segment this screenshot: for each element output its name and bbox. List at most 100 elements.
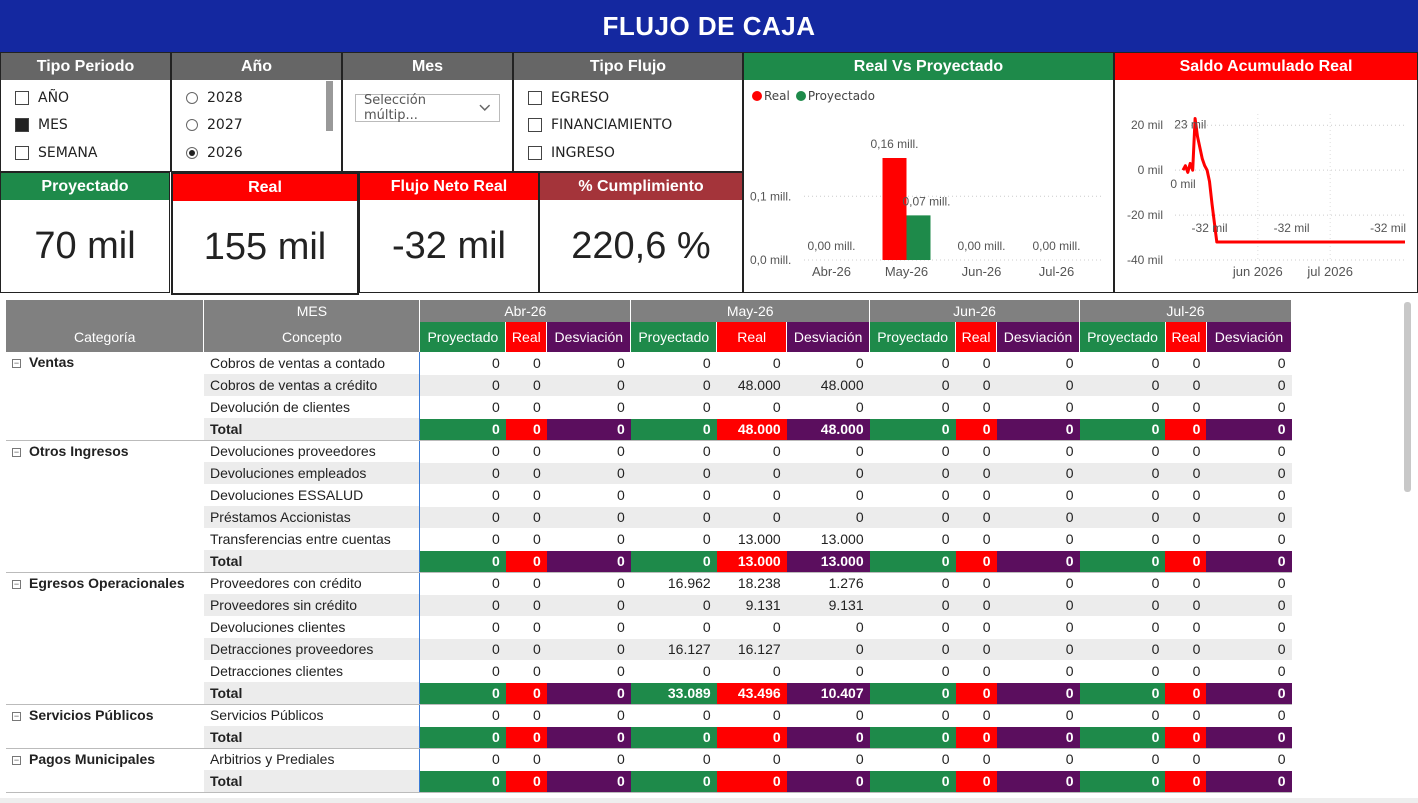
y-tick-label: 0,0 mill. xyxy=(750,253,791,267)
value-cell: 0 xyxy=(716,506,787,529)
header-real[interactable]: Real xyxy=(1165,322,1207,352)
value-cell: 0 xyxy=(786,638,870,661)
total-value-cell: 0 xyxy=(955,418,997,441)
concept-cell: Transferencias entre cuentas xyxy=(203,528,421,550)
value-cell: 0 xyxy=(419,374,506,397)
checkbox-checked-icon[interactable] xyxy=(15,118,29,133)
x-tick-label: jun 2026 xyxy=(1232,264,1283,279)
slicer-option-label: FINANCIAMIENTO xyxy=(551,117,673,134)
header-month[interactable]: May-26 xyxy=(630,300,871,322)
total-value-cell: 0 xyxy=(996,682,1080,705)
cashflow-matrix: MES Abr-26 May-26 Jun-26 Jul-26 Categorí… xyxy=(6,300,1292,797)
legend-item-proyectado[interactable]: Proyectado xyxy=(795,89,875,103)
value-cell: 0 xyxy=(505,594,547,617)
value-cell: 0 xyxy=(1206,396,1292,419)
value-cell: 0 xyxy=(1165,484,1207,507)
radio-selected-icon[interactable] xyxy=(186,146,198,159)
header-desviacion[interactable]: Desviación xyxy=(546,322,632,352)
header-month[interactable]: Jun-26 xyxy=(869,300,1080,322)
slicer-option-financiamiento[interactable]: FINANCIAMIENTO xyxy=(528,112,742,140)
value-cell: 0 xyxy=(419,528,506,551)
slicer-option-anio[interactable]: AÑO xyxy=(15,84,170,112)
slicer-option-semana[interactable]: SEMANA xyxy=(15,139,170,167)
header-desviacion[interactable]: Desviación xyxy=(1206,322,1292,352)
slicer-option-2027[interactable]: 2027 xyxy=(186,112,341,140)
value-cell: 16.962 xyxy=(630,572,717,595)
total-value-cell: 0 xyxy=(419,418,506,441)
radio-icon[interactable] xyxy=(186,91,198,104)
mes-dropdown[interactable]: Selección múltip... xyxy=(355,93,500,123)
value-cell: 0 xyxy=(716,660,787,683)
slicer-option-egreso[interactable]: EGRESO xyxy=(528,84,742,112)
value-cell: 16.127 xyxy=(630,638,717,661)
value-cell: 0 xyxy=(955,594,997,617)
chart-title: Real Vs Proyectado xyxy=(744,53,1113,80)
header-desviacion[interactable]: Desviación xyxy=(996,322,1080,352)
total-value-cell: 0 xyxy=(869,726,956,749)
value-cell: 0 xyxy=(786,440,870,463)
collapse-icon[interactable]: − xyxy=(12,358,21,368)
value-cell: 1.276 xyxy=(786,572,870,595)
value-cell: 0 xyxy=(1079,660,1166,683)
value-cell: 0 xyxy=(869,748,956,771)
header-real[interactable]: Real xyxy=(955,322,998,352)
slicer-option-ingreso[interactable]: INGRESO xyxy=(528,139,742,167)
bar-proyectado xyxy=(906,215,931,260)
header-real[interactable]: Real xyxy=(716,322,788,352)
report-title: FLUJO DE CAJA xyxy=(602,10,816,41)
slicer-option-mes[interactable]: MES xyxy=(15,112,170,140)
header-proyectado[interactable]: Proyectado xyxy=(869,322,957,352)
value-cell: 0 xyxy=(786,748,870,771)
checkbox-icon[interactable] xyxy=(528,145,542,160)
value-cell: 0 xyxy=(1165,352,1207,375)
checkbox-icon[interactable] xyxy=(15,145,29,160)
slicer-scrollbar[interactable] xyxy=(326,81,333,131)
total-value-cell: 0 xyxy=(716,770,787,793)
total-value-cell: 0 xyxy=(505,550,547,573)
value-cell: 0 xyxy=(1079,572,1166,595)
value-cell: 0 xyxy=(1206,506,1292,529)
collapse-icon[interactable]: − xyxy=(12,578,21,589)
value-cell: 0 xyxy=(1079,352,1166,375)
value-cell: 0 xyxy=(1165,594,1207,617)
value-cell: 0 xyxy=(630,748,717,771)
header-desviacion[interactable]: Desviación xyxy=(786,322,871,352)
value-cell: 0 xyxy=(1206,440,1292,463)
header-concepto[interactable]: Concepto xyxy=(203,322,421,352)
header-proyectado[interactable]: Proyectado xyxy=(419,322,507,352)
header-categoria[interactable]: Categoría xyxy=(6,322,205,352)
slicer-title: Tipo Flujo xyxy=(514,53,742,80)
data-label: -32 mil xyxy=(1274,221,1310,235)
slicer-title: Mes xyxy=(343,53,512,80)
header-proyectado[interactable]: Proyectado xyxy=(630,322,718,352)
collapse-icon[interactable]: − xyxy=(12,446,21,457)
value-cell: 0 xyxy=(419,616,506,639)
value-cell: 0 xyxy=(1079,440,1166,463)
legend-item-real[interactable]: Real xyxy=(752,89,790,103)
value-cell: 0 xyxy=(716,704,787,727)
legend-label: Real xyxy=(764,89,790,103)
radio-icon[interactable] xyxy=(186,119,198,132)
header-proyectado[interactable]: Proyectado xyxy=(1079,322,1166,352)
header-month[interactable]: Abr-26 xyxy=(419,300,632,322)
header-real[interactable]: Real xyxy=(505,322,548,352)
value-cell: 0 xyxy=(1206,748,1292,771)
total-value-cell: 0 xyxy=(505,770,547,793)
slicer-option-2028[interactable]: 2028 xyxy=(186,84,341,112)
checkbox-icon[interactable] xyxy=(528,118,542,133)
header-month[interactable]: Jul-26 xyxy=(1079,300,1292,322)
value-cell: 0 xyxy=(546,374,631,397)
x-tick-label: Jun-26 xyxy=(962,264,1002,279)
y-tick-label: 0 mil xyxy=(1138,163,1163,177)
slicer-option-2026[interactable]: 2026 xyxy=(186,139,341,167)
value-cell: 0 xyxy=(546,572,631,595)
collapse-icon[interactable]: − xyxy=(12,754,21,765)
checkbox-icon[interactable] xyxy=(15,90,29,105)
value-cell: 0 xyxy=(786,462,870,485)
collapse-icon[interactable]: − xyxy=(12,710,21,721)
total-value-cell: 0 xyxy=(1206,550,1292,573)
checkbox-icon[interactable] xyxy=(528,90,542,105)
value-cell: 0 xyxy=(546,462,631,485)
value-cell: 0 xyxy=(630,704,717,727)
table-vertical-scrollbar[interactable] xyxy=(1404,302,1411,492)
